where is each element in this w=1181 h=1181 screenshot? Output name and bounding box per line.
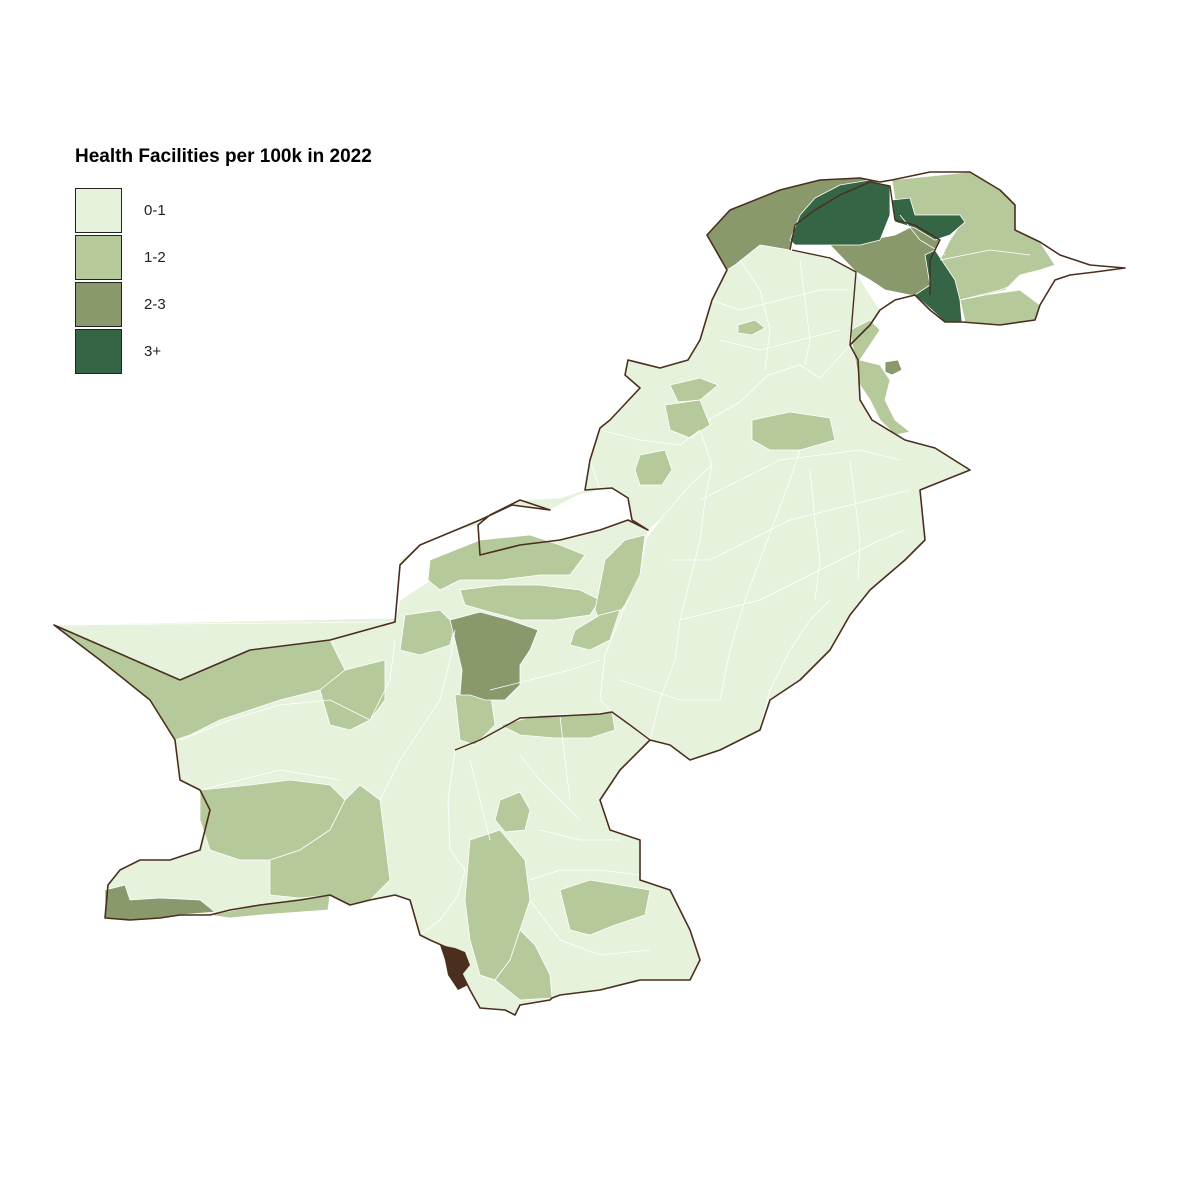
- legend-label: 0-1: [144, 202, 166, 219]
- region-balochistan-center-dark: [449, 611, 539, 701]
- legend-title: Health Facilities per 100k in 2022: [75, 146, 372, 167]
- legend-item: 1-2: [75, 234, 372, 281]
- region-sindh-1: [494, 791, 531, 833]
- legend-swatch-2-3: [75, 282, 122, 327]
- province-outline: [791, 249, 857, 346]
- region-sindh-3: [494, 929, 553, 1001]
- legend-label: 1-2: [144, 249, 166, 266]
- region-punjab-north-1: [751, 411, 836, 451]
- country-outline: [53, 171, 1126, 1016]
- region-balochistan-south-2: [269, 784, 391, 906]
- map-legend: Health Facilities per 100k in 2022 0-1 1…: [75, 146, 372, 375]
- region-kp-4: [737, 319, 766, 336]
- region-kp-3: [634, 449, 673, 486]
- region-gb-northwest: [789, 179, 891, 246]
- legend-swatch-3-plus: [75, 329, 122, 374]
- karachi-coast-detail: [440, 945, 470, 990]
- region-ajk-small: [884, 359, 903, 376]
- province-outline: [789, 181, 941, 295]
- region-kp-2: [664, 399, 711, 439]
- legend-label: 3+: [144, 343, 162, 360]
- region-balochistan-north-3: [399, 609, 456, 656]
- district-layer-1-2: [53, 171, 1056, 1001]
- region-sindh-4: [559, 879, 651, 936]
- legend-label: 2-3: [144, 296, 166, 313]
- region-balochistan-central: [319, 659, 386, 731]
- region-balochistan-east-1: [594, 534, 646, 631]
- district-layer-3-plus: [789, 179, 966, 323]
- district-borders: [179, 214, 1041, 956]
- region-balochistan-east-2: [569, 609, 621, 651]
- legend-item: 0-1: [75, 187, 372, 234]
- legend-item: 2-3: [75, 281, 372, 328]
- legend-swatch-1-2: [75, 235, 122, 280]
- region-balochistan-north-1: [427, 534, 586, 591]
- legend-swatch-0-1: [75, 188, 122, 233]
- region-sindh-north-strip: [498, 711, 616, 739]
- region-balochistan-north-2: [459, 584, 601, 621]
- province-outline: [454, 711, 651, 751]
- region-gb-hunza: [891, 197, 966, 241]
- region-ajk-strip: [849, 319, 911, 436]
- legend-items: 0-1 1-2 2-3 3+: [75, 187, 372, 375]
- region-kp-1: [669, 377, 719, 403]
- legend-item: 3+: [75, 328, 372, 375]
